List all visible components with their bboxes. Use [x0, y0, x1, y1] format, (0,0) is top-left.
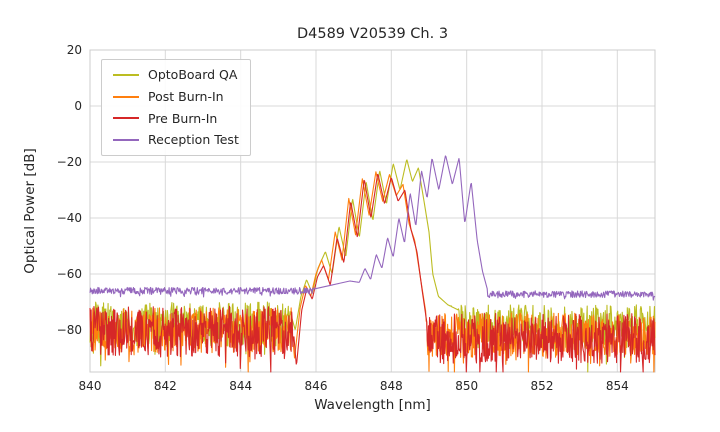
- legend-line-swatch: [113, 73, 139, 76]
- series-line-pre-burn-in: [89, 173, 656, 373]
- x-tick-label: 854: [606, 379, 629, 393]
- x-tick-label: 840: [79, 379, 102, 393]
- legend: OptoBoard QA Post Burn-In Pre Burn-In Recep…: [101, 59, 251, 156]
- legend-item: Pre Burn-In: [113, 110, 239, 126]
- x-axis-label: Wavelength [nm]: [314, 397, 431, 413]
- x-tick-label: 844: [229, 379, 252, 393]
- x-tick-label: 842: [154, 379, 177, 393]
- plot-border: [89, 49, 656, 373]
- y-tick-label: −80: [57, 323, 82, 337]
- legend-item: Reception Test: [113, 133, 239, 147]
- legend-line-swatch: [113, 117, 139, 120]
- x-tick-label: 852: [531, 379, 554, 393]
- chart-title: D4589 V20539 Ch. 3: [296, 26, 449, 42]
- legend-item: OptoBoard QA: [113, 68, 239, 82]
- x-tick-label: 850: [455, 379, 478, 393]
- legend-label: Post Burn-In: [148, 88, 224, 104]
- legend-line-swatch: [113, 95, 139, 98]
- legend-label: OptoBoard QA: [148, 67, 238, 82]
- y-tick-label: −20: [57, 155, 82, 169]
- x-tick-label: 846: [305, 379, 328, 393]
- legend-line-swatch: [113, 139, 139, 142]
- y-tick-label: −40: [57, 211, 82, 225]
- legend-label: Reception Test: [148, 132, 239, 148]
- x-tick-label: 848: [380, 379, 403, 393]
- series-line-reception-test: [89, 155, 656, 301]
- y-tick-label: 20: [67, 43, 82, 57]
- legend-item: Post Burn-In: [113, 88, 239, 104]
- legend-label: Pre Burn-In: [148, 110, 218, 126]
- y-tick-label: −60: [57, 267, 82, 281]
- y-tick-label: 0: [74, 99, 82, 113]
